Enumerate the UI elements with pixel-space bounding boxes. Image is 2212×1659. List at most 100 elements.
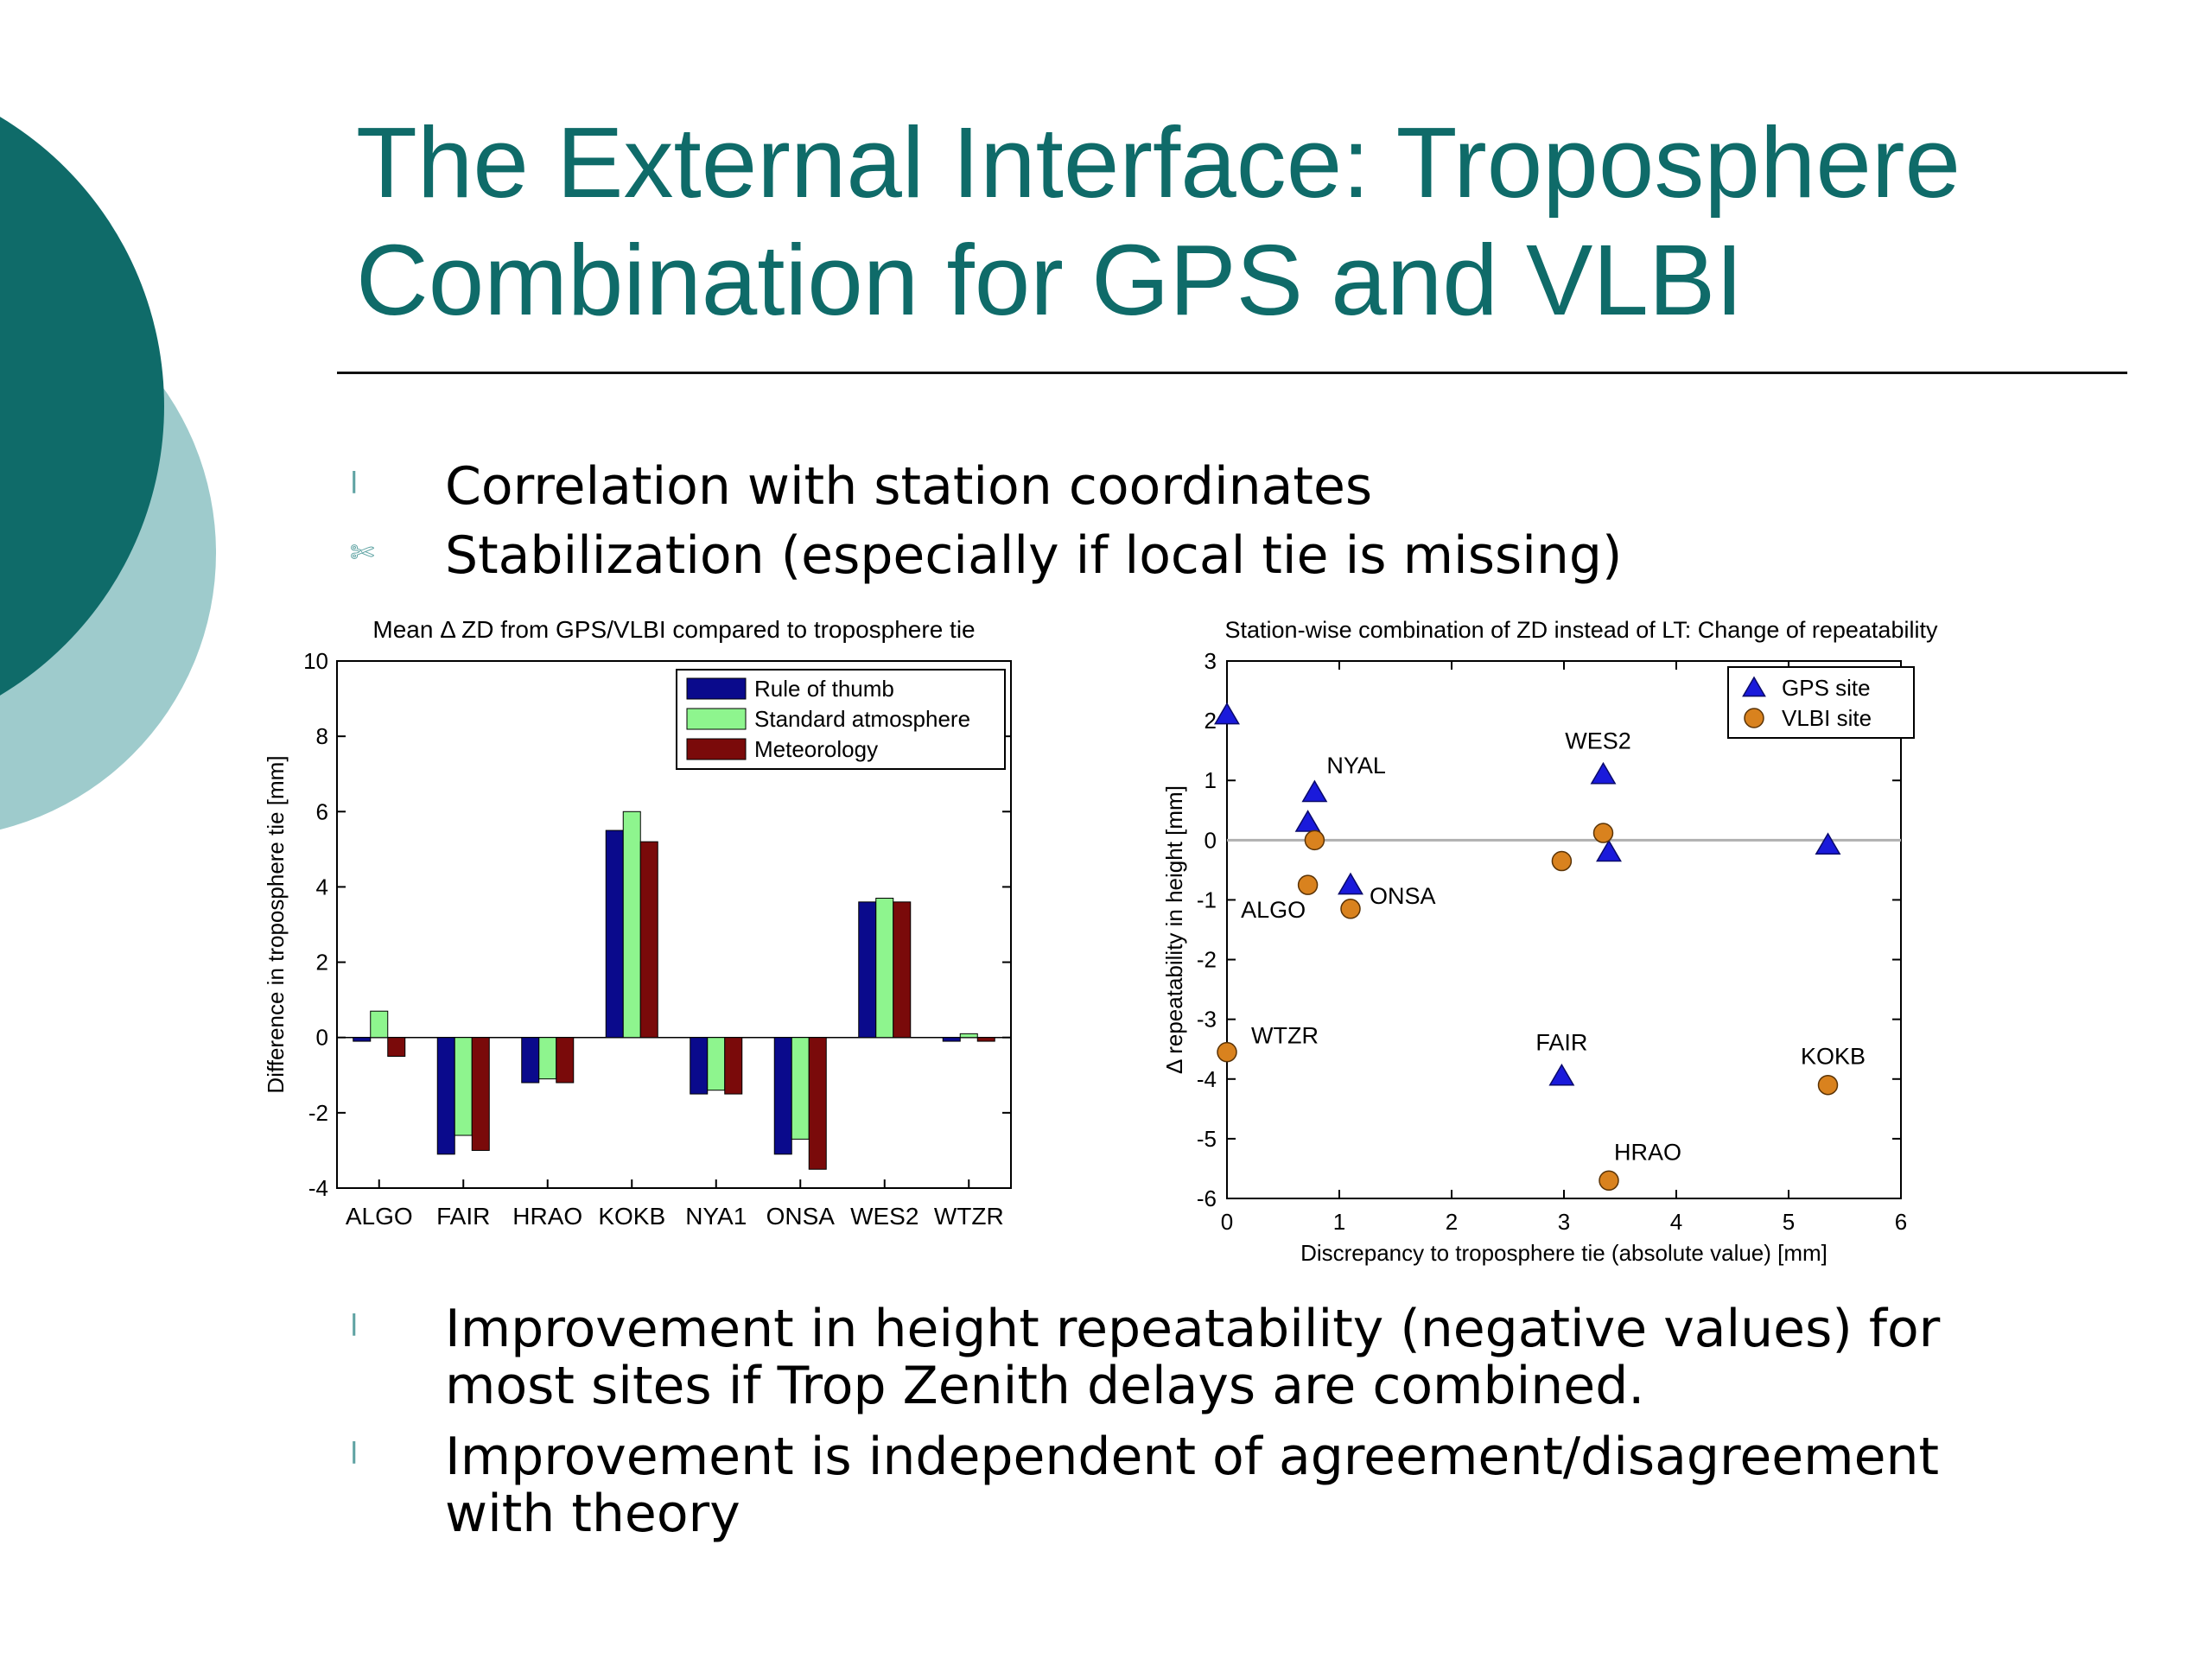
bar — [976, 1037, 995, 1042]
y-axis-label: Difference in troposphere tie [mm] — [263, 755, 289, 1093]
bar — [942, 1037, 961, 1042]
scatter-chart: Station-wise combination of ZD instead o… — [1149, 605, 2013, 1283]
bar — [875, 898, 894, 1039]
legend-swatch — [686, 677, 747, 700]
bar — [690, 1037, 709, 1095]
legend-swatch — [686, 708, 747, 730]
y-tick-label: 2 — [1205, 708, 1217, 734]
vlbi-point — [1340, 899, 1361, 919]
y-tick-label: -4 — [1197, 1066, 1217, 1092]
gps-point — [1214, 702, 1240, 725]
legend-label: VLBI site — [1782, 705, 1872, 731]
point-label: NYAL — [1326, 753, 1386, 779]
gps-point — [1294, 810, 1321, 832]
y-tick-label: -5 — [1197, 1126, 1217, 1152]
bar — [454, 1037, 473, 1136]
point-label: WES2 — [1565, 728, 1631, 753]
bar — [370, 1010, 389, 1039]
bar — [707, 1037, 726, 1091]
gps-point — [1548, 1063, 1575, 1086]
bar — [808, 1037, 827, 1170]
x-tick-label: 4 — [1670, 1209, 1682, 1235]
legend-label: Meteorology — [754, 736, 878, 762]
y-tick-label: 6 — [316, 798, 328, 824]
bar — [556, 1037, 575, 1084]
bar — [471, 1037, 490, 1151]
bar — [622, 810, 641, 1039]
bar — [959, 1033, 978, 1039]
point-label: ALGO — [1241, 897, 1306, 923]
vlbi-point — [1599, 1170, 1619, 1192]
y-tick-label: 0 — [1205, 827, 1217, 853]
x-tick-label: FAIR — [436, 1203, 490, 1230]
bar — [436, 1037, 455, 1155]
vlbi-point — [1817, 1074, 1839, 1096]
vlbi-point — [1592, 823, 1614, 843]
y-tick-label: 8 — [316, 723, 328, 749]
x-tick-label: WTZR — [934, 1203, 1004, 1230]
x-tick-label: 3 — [1558, 1209, 1570, 1235]
bullet-independent-line1: Improvement is independent of agreement/… — [445, 1427, 1940, 1487]
gps-point — [1301, 779, 1328, 803]
vlbi-point — [1217, 1041, 1237, 1063]
bullet-correlation: Correlation with station coordinates — [445, 456, 1373, 517]
plot-frame — [1226, 660, 1902, 1199]
point-label: FAIR — [1535, 1029, 1587, 1055]
scissors-icon: ✄ — [350, 536, 375, 570]
legend-label: Standard atmosphere — [754, 706, 970, 732]
bar — [791, 1037, 810, 1140]
slide-title: The External Interface: Troposphere Comb… — [356, 106, 1961, 336]
x-tick-label: ALGO — [346, 1203, 413, 1230]
x-tick-label: NYA1 — [685, 1203, 747, 1230]
legend-label: GPS site — [1782, 675, 1871, 701]
x-tick-label: 2 — [1446, 1209, 1458, 1235]
legend-label: Rule of thumb — [754, 676, 894, 702]
legend-vlbi-icon — [1744, 708, 1764, 728]
point-label: HRAO — [1614, 1139, 1681, 1165]
bar — [639, 841, 658, 1039]
vlbi-point — [1304, 830, 1325, 851]
bar — [605, 830, 624, 1039]
gps-point — [1596, 839, 1622, 862]
y-tick-label: 0 — [316, 1025, 328, 1051]
bar — [353, 1037, 372, 1042]
y-tick-label: -4 — [308, 1175, 328, 1201]
bar — [724, 1037, 743, 1095]
chart-title: Mean Δ ZD from GPS/VLBI compared to trop… — [372, 616, 975, 643]
vlbi-point — [1551, 850, 1573, 872]
x-tick-label: ONSA — [766, 1203, 836, 1230]
y-tick-label: -1 — [1197, 887, 1217, 912]
bar — [858, 901, 877, 1039]
y-tick-label: -2 — [1197, 947, 1217, 973]
y-tick-label: 3 — [1205, 648, 1217, 674]
title-divider — [337, 372, 2127, 374]
x-tick-label: 0 — [1221, 1209, 1233, 1235]
x-axis-label: Discrepancy to troposphere tie (absolute… — [1300, 1240, 1827, 1266]
legend-swatch — [686, 738, 747, 760]
bullet-marker-icon: l — [350, 1309, 359, 1344]
x-tick-label: 5 — [1783, 1209, 1795, 1235]
point-label: WTZR — [1251, 1023, 1319, 1049]
bullet-improvement-line2: most sites if Trop Zenith delays are com… — [445, 1356, 1645, 1416]
y-tick-label: 1 — [1205, 767, 1217, 793]
bar — [538, 1037, 557, 1080]
gps-point — [1338, 872, 1363, 895]
point-label: ONSA — [1370, 883, 1436, 909]
x-tick-label: 1 — [1333, 1209, 1345, 1235]
x-tick-label: WES2 — [850, 1203, 918, 1230]
point-label: KOKB — [1801, 1044, 1866, 1070]
chart-title: Station-wise combination of ZD instead o… — [1225, 617, 1938, 643]
y-tick-label: 2 — [316, 950, 328, 976]
dark-teal-circle — [0, 117, 164, 696]
vlbi-point — [1297, 874, 1319, 895]
bullet-stabilization: Stabilization (especially if local tie i… — [445, 525, 1623, 586]
gps-point — [1590, 761, 1617, 785]
bullet-improvement-line1: Improvement in height repeatability (neg… — [445, 1299, 1941, 1359]
y-tick-label: -2 — [308, 1100, 328, 1126]
y-axis-label: Δ repeatability in height [mm] — [1161, 785, 1187, 1074]
gps-point — [1815, 832, 1841, 855]
bullet-marker-icon: l — [350, 467, 359, 501]
x-tick-label: 6 — [1895, 1209, 1907, 1235]
decorative-circles — [0, 117, 216, 830]
bar — [521, 1037, 540, 1084]
